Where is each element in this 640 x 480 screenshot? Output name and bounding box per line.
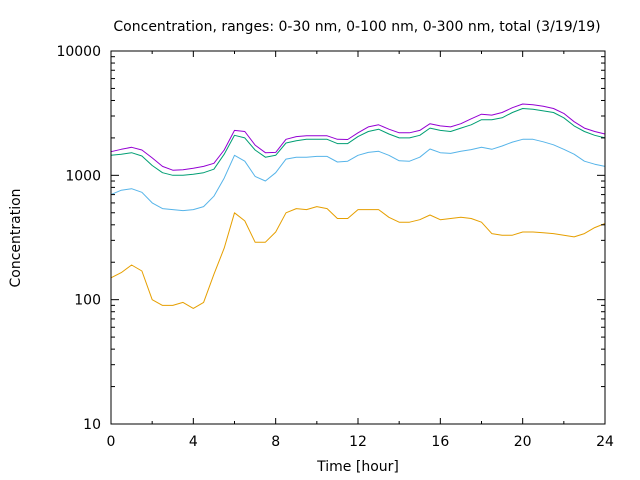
x-tick-label: 20 [514, 434, 532, 450]
chart-title: Concentration, ranges: 0-30 nm, 0-100 nm… [113, 19, 600, 35]
y-axis-label: Concentration [8, 188, 24, 287]
x-axis-label: Time [hour] [316, 459, 399, 475]
y-tick-label: 1000 [65, 168, 101, 184]
x-tick-label: 16 [431, 434, 449, 450]
y-tick-label: 100 [74, 293, 101, 309]
plot-frame [110, 50, 606, 425]
series-layer [110, 103, 606, 309]
series-line-4 [110, 103, 606, 171]
x-tick-label: 24 [596, 434, 614, 450]
series-line-3 [110, 108, 606, 176]
y-tick-label: 10000 [56, 44, 101, 60]
x-tick-label: 0 [107, 434, 116, 450]
x-tick-label: 8 [271, 434, 280, 450]
series-line-1 [110, 206, 606, 309]
series-line-2 [110, 138, 606, 212]
y-tick-label: 10 [83, 417, 101, 433]
ticks-layer: 0 4 8 12 16 20 24 10 100 1000 10000 [56, 44, 614, 450]
x-tick-label: 4 [189, 434, 198, 450]
x-tick-label: 12 [349, 434, 367, 450]
